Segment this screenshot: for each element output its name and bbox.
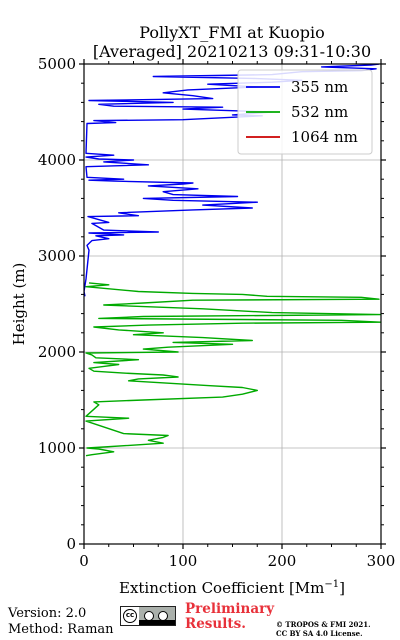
legend-label: 532 nm <box>291 103 348 121</box>
legend-label: 355 nm <box>291 78 348 96</box>
method-text: Method: Raman <box>8 622 114 637</box>
x-axis-label-superscript: −1 <box>324 579 339 590</box>
y-tick-label: 1000 <box>38 439 76 457</box>
plot-frame <box>83 63 382 545</box>
version-text: Version: 2.0 <box>8 606 87 621</box>
copyright-notice: © TROPOS & FMI 2021. CC BY SA 4.0 Licens… <box>276 620 371 638</box>
preliminary-notice: Preliminary Results. <box>185 602 274 632</box>
y-tick-label: 5000 <box>38 55 76 73</box>
copyright-line: © TROPOS & FMI 2021. <box>276 620 371 629</box>
legend-label: 1064 nm <box>291 128 358 146</box>
series-line-532-nm <box>85 282 381 457</box>
results-text: Results. <box>185 616 246 632</box>
preliminary-text: Preliminary <box>185 601 275 617</box>
license-line: CC BY SA 4.0 License. <box>276 629 363 638</box>
y-tick-label: 0 <box>66 535 76 553</box>
y-tick-label: 3000 <box>38 247 76 265</box>
x-tick-label: 200 <box>268 552 297 570</box>
x-tick-label: 300 <box>367 552 396 570</box>
cc-circle-icon: cc <box>123 609 137 623</box>
cc-logo-icon: cc <box>121 607 139 625</box>
cc-license-badge: cc <box>120 606 176 626</box>
x-tick-label: 0 <box>79 552 89 570</box>
badge-strip <box>139 620 175 625</box>
chart-title: PollyXT_FMI at Kuopio <box>139 23 325 42</box>
chart-legend: 355 nm 532 nm 1064 nm <box>237 69 373 155</box>
y-axis-label: Height (m) <box>10 263 28 346</box>
footer-version-block: Version: 2.0 Method: Raman <box>8 606 114 638</box>
legend-box <box>237 69 373 155</box>
y-tick-label: 4000 <box>38 151 76 169</box>
chart-subtitle: [Averaged] 20210213 09:31-10:30 <box>93 42 371 61</box>
x-axis-label-text: Extinction Coefficient [Mm <box>119 579 324 597</box>
x-axis-label: Extinction Coefficient [Mm−1] <box>119 579 345 597</box>
x-axis-label-close: ] <box>339 579 345 597</box>
x-tick-label: 100 <box>169 552 198 570</box>
y-tick-label: 2000 <box>38 343 76 361</box>
